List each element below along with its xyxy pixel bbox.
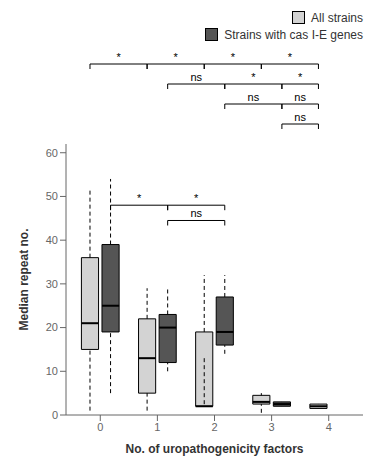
svg-text:ns: ns (294, 91, 306, 103)
svg-text:20: 20 (46, 321, 58, 333)
svg-text:ns: ns (190, 207, 202, 219)
svg-text:30: 30 (46, 278, 58, 290)
html-text:All strains: All strains (311, 10, 363, 25)
svg-text:60: 60 (46, 147, 58, 159)
svg-text:0: 0 (52, 409, 58, 421)
svg-text:Median repeat no.: Median repeat no. (17, 228, 31, 330)
svg-text:0: 0 (97, 421, 103, 433)
svg-text:*: * (251, 71, 256, 83)
svg-text:*: * (116, 51, 121, 63)
svg-text:*: * (231, 51, 236, 63)
svg-text:2: 2 (211, 421, 217, 433)
svg-text:No. of uropathogenicity factor: No. of uropathogenicity factors (125, 442, 303, 456)
svg-text:*: * (174, 51, 179, 63)
svg-text:ns: ns (294, 111, 306, 123)
svg-text:4: 4 (326, 421, 332, 433)
svg-text:50: 50 (46, 190, 58, 202)
svg-text:ns: ns (248, 91, 260, 103)
html-text:Strains with cas I-E genes: Strains with cas I-E genes (224, 27, 363, 42)
svg-text:*: * (288, 51, 293, 63)
svg-text:*: * (137, 192, 142, 204)
svg-text:40: 40 (46, 234, 58, 246)
svg-text:3: 3 (269, 421, 275, 433)
svg-text:ns: ns (190, 71, 202, 83)
svg-text:10: 10 (46, 365, 58, 377)
svg-text:1: 1 (154, 421, 160, 433)
svg-text:*: * (298, 71, 303, 83)
svg-text:*: * (194, 192, 199, 204)
